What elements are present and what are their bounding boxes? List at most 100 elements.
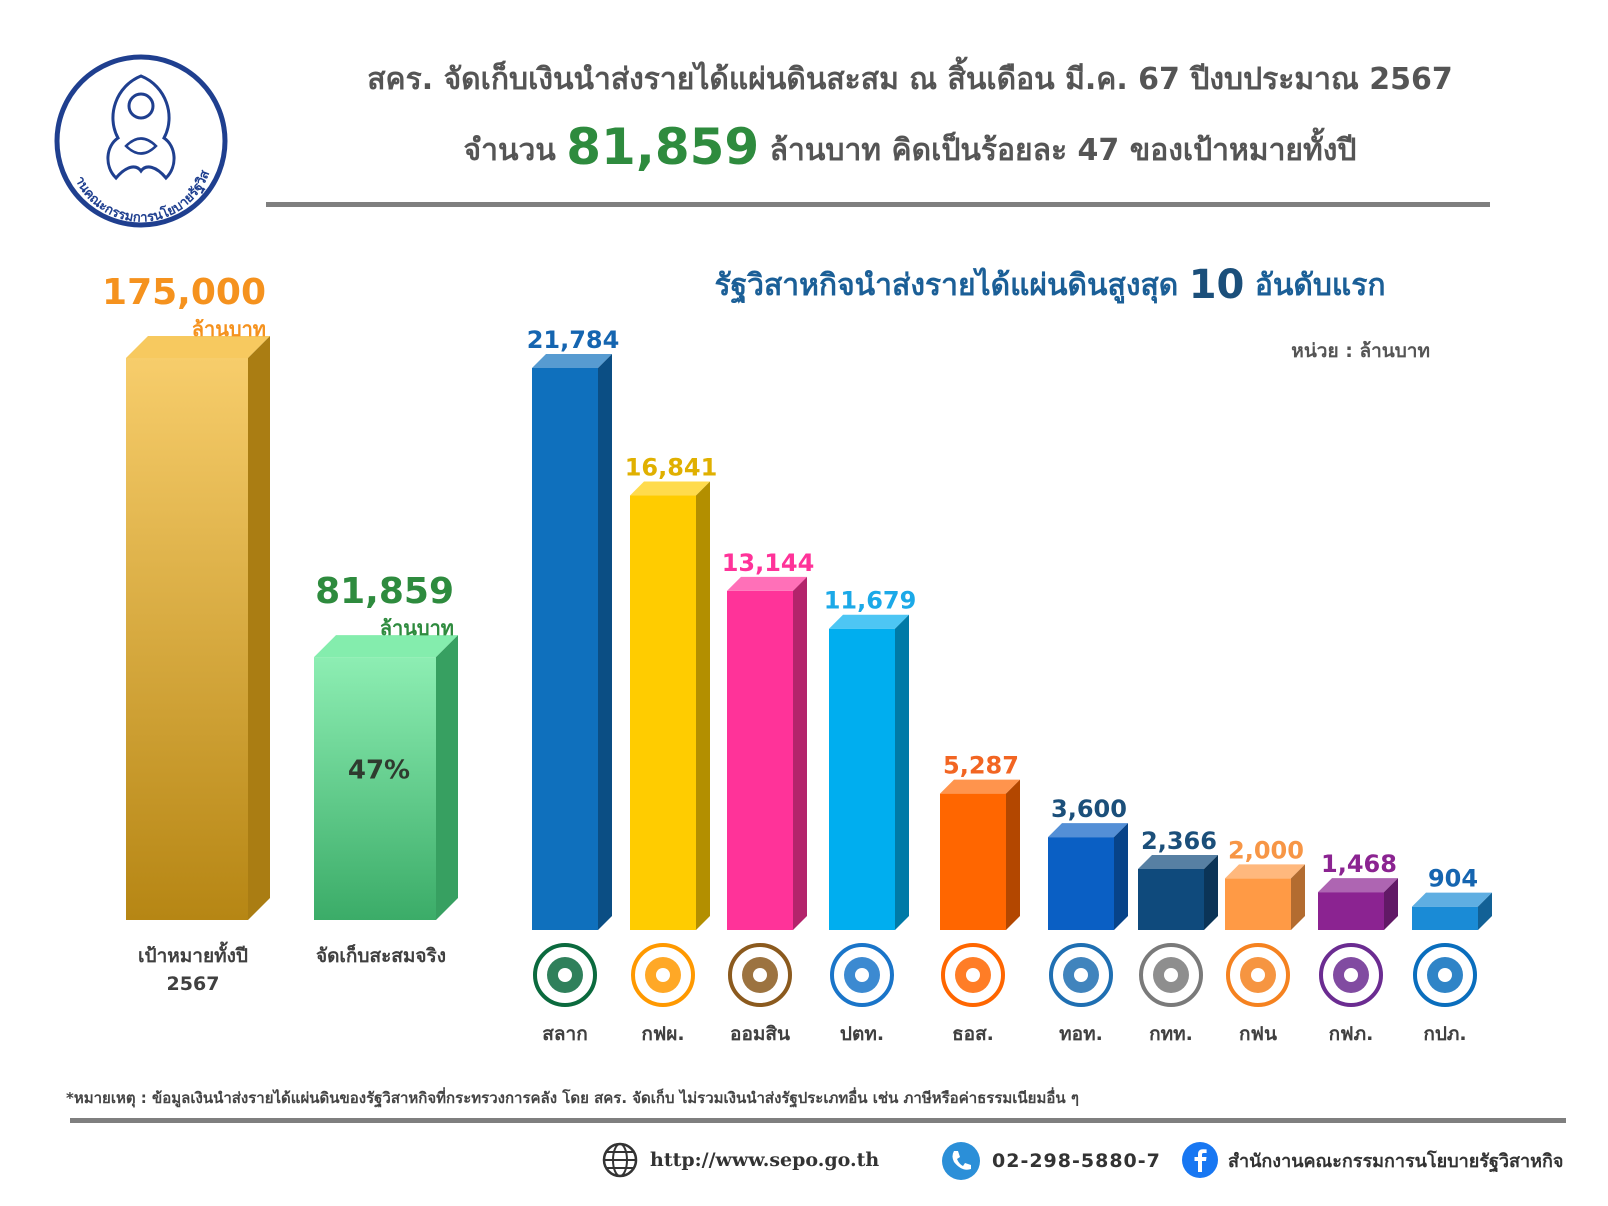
header-total-amount: 81,859	[566, 118, 760, 176]
ghb-logo-icon	[941, 943, 1005, 1007]
top10-bar-7-front	[1225, 878, 1291, 930]
top10-bar-value-5: 3,600	[1051, 795, 1127, 823]
top10-bar-2-side	[793, 576, 807, 930]
footer-website[interactable]: http://www.sepo.go.th	[602, 1142, 879, 1178]
footer-phone[interactable]: 02-298-5880-7	[942, 1142, 1161, 1180]
top10-bar-value-4: 5,287	[943, 752, 1019, 780]
left-bar-1-top	[314, 635, 458, 658]
top10-bar-9-front	[1412, 906, 1478, 930]
top10-bar-value-1: 16,841	[625, 454, 718, 482]
top10-bar-3	[829, 614, 909, 930]
left-category-label-0-0: เป้าหมายทั้งปี	[138, 941, 248, 967]
mea-logo-icon	[1226, 943, 1290, 1007]
top10-bar-value-8: 1,468	[1321, 850, 1397, 878]
top10-bar-6	[1138, 854, 1218, 930]
top10-bar-2	[727, 576, 807, 930]
lottery-logo-icon	[533, 943, 597, 1007]
pat-logo-icon	[1139, 943, 1203, 1007]
top10-bar-5	[1048, 823, 1128, 930]
top10-bar-3-top	[829, 614, 909, 629]
pea-logo-icon	[1319, 943, 1383, 1007]
percent-label: 47%	[348, 756, 410, 786]
top10-category-label-1: กฟผ.	[641, 1023, 684, 1045]
top10-bar-4-side	[1006, 779, 1020, 930]
top10-bar-value-0: 21,784	[527, 326, 620, 354]
top10-bar-9	[1412, 892, 1492, 930]
header-line-1: สคร. จัดเก็บเงินนำส่งรายได้แผ่นดินสะสม ณ…	[367, 62, 1453, 97]
left-bar-1-front	[314, 657, 436, 920]
top10-category-label-3: ปตท.	[840, 1023, 884, 1045]
top10-bar-8-top	[1318, 878, 1398, 893]
left-bar-1-side	[436, 635, 458, 920]
top10-bar-9-side	[1478, 892, 1492, 930]
top10-bar-value-7: 2,000	[1228, 836, 1304, 864]
left-bar-value-1: 81,859	[315, 571, 454, 612]
top10-bar-7-side	[1291, 864, 1305, 930]
globe-icon	[602, 1142, 638, 1178]
left-bar-value-0: 175,000	[102, 272, 266, 313]
top10-bar-9-top	[1412, 892, 1492, 907]
top10-title-prefix: รัฐวิสาหกิจนำส่งรายได้แผ่นดินสูงสุด	[714, 268, 1179, 303]
header-line-2-suffix: ล้านบาท คิดเป็นร้อยละ 47 ของเป้าหมายทั้ง…	[769, 133, 1357, 168]
header-line-2-prefix: จำนวน	[463, 133, 556, 168]
phone-icon	[942, 1142, 980, 1180]
footer-divider	[70, 1118, 1566, 1123]
gsb-logo-icon	[728, 943, 792, 1007]
top10-bar-6-front	[1138, 868, 1204, 930]
left-category-label-1-0: จัดเก็บสะสมจริง	[316, 943, 446, 967]
top10-bar-0-front	[532, 368, 598, 930]
facebook-icon	[1182, 1142, 1218, 1178]
left-bar-1	[314, 635, 458, 920]
top10-bar-2-top	[727, 576, 807, 591]
top10-bar-4-front	[940, 793, 1006, 930]
top10-category-label-8: กฟภ.	[1329, 1023, 1374, 1045]
top10-bar-5-side	[1114, 823, 1128, 930]
top10-bar-2-front	[727, 590, 793, 930]
header-divider	[266, 202, 1490, 207]
left-bar-0	[126, 336, 270, 920]
top10-bar-4-top	[940, 779, 1020, 794]
left-bar-0-top	[126, 336, 270, 358]
top10-bar-value-9: 904	[1428, 865, 1478, 893]
top10-bar-7	[1225, 864, 1305, 930]
top10-category-label-9: กปภ.	[1423, 1023, 1466, 1045]
facebook-page-name[interactable]: สำนักงานคณะกรรมการนโยบายรัฐวิสาหกิจ	[1228, 1150, 1564, 1172]
phone-number[interactable]: 02-298-5880-7	[992, 1150, 1161, 1172]
top10-bar-value-6: 2,366	[1141, 827, 1217, 855]
top10-bar-3-front	[829, 628, 895, 930]
aot-logo-icon	[1049, 943, 1113, 1007]
top10-bar-1	[630, 481, 710, 930]
top10-title-suffix: อันดับแรก	[1254, 268, 1386, 303]
top10-title-number: 10	[1188, 262, 1245, 308]
top10-bar-8-side	[1384, 878, 1398, 930]
top10-bar-7-top	[1225, 864, 1305, 879]
top10-category-label-5: ทอท.	[1059, 1023, 1103, 1045]
top10-bar-5-front	[1048, 837, 1114, 930]
top10-bar-6-top	[1138, 854, 1218, 869]
website-link[interactable]: http://www.sepo.go.th	[650, 1149, 880, 1171]
left-bar-0-side	[248, 336, 270, 920]
top10-bar-0	[532, 354, 612, 930]
top10-bar-value-2: 13,144	[722, 549, 815, 577]
left-bar-unit-0: ล้านบาท	[192, 317, 266, 341]
top10-category-label-6: กทท.	[1149, 1023, 1193, 1045]
top10-chart-title: รัฐวิสาหกิจนำส่งรายได้แผ่นดินสูงสุด 10 อ…	[600, 262, 1500, 309]
ptt-logo-icon	[830, 943, 894, 1007]
top10-bar-value-3: 11,679	[824, 587, 917, 615]
unit-label: หน่วย : ล้านบาท	[1291, 340, 1430, 362]
left-bar-unit-1: ล้านบาท	[380, 616, 454, 640]
top10-bar-1-front	[630, 495, 696, 930]
top10-bar-3-side	[895, 614, 909, 930]
left-bar-0-front	[126, 358, 248, 920]
top10-bar-8	[1318, 878, 1398, 930]
top10-bar-4	[940, 779, 1020, 930]
pwa-logo-icon	[1413, 943, 1477, 1007]
egat-logo-icon	[631, 943, 695, 1007]
left-category-label-0-1: 2567	[167, 973, 220, 995]
footnote: *หมายเหตุ : ข้อมูลเงินนำส่งรายได้แผ่นดิน…	[66, 1089, 1079, 1107]
top10-category-label-7: กฟน	[1239, 1023, 1277, 1045]
top10-bar-0-top	[532, 354, 612, 368]
top10-bar-1-side	[696, 481, 710, 930]
footer-facebook[interactable]: สำนักงานคณะกรรมการนโยบายรัฐวิสาหกิจ	[1182, 1142, 1563, 1178]
